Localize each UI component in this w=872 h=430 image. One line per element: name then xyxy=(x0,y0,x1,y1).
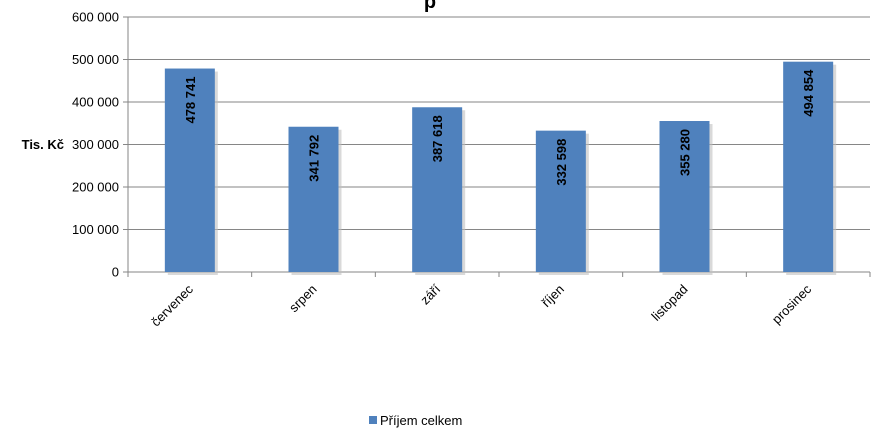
bar-value-label: 387 618 xyxy=(430,115,445,162)
bar xyxy=(164,68,215,273)
y-tick-label: 200 000 xyxy=(72,180,119,195)
bar xyxy=(288,126,339,272)
axes xyxy=(127,17,871,277)
gridlines xyxy=(123,16,870,273)
legend: Příjem celkem xyxy=(369,413,462,428)
y-tick-label: 300 000 xyxy=(72,137,119,152)
x-tick-label: říjen xyxy=(538,282,566,310)
x-tick-label: září xyxy=(417,281,443,307)
y-axis-label: Tis. Kč xyxy=(22,137,64,152)
bar xyxy=(535,130,586,272)
bar xyxy=(783,61,834,273)
y-tick-label: 100 000 xyxy=(72,222,119,237)
y-tick-label: 500 000 xyxy=(72,52,119,67)
bar-value-label: 355 280 xyxy=(678,129,693,176)
y-tick-label: 400 000 xyxy=(72,95,119,110)
y-tick-labels: 0 100 000 200 000 300 000 400 000 500 000 600 … xyxy=(72,10,119,280)
x-tick-label: listopad xyxy=(648,282,690,324)
x-tick-label: prosinec xyxy=(769,281,815,327)
legend-label: Příjem celkem xyxy=(380,413,462,428)
y-tick-label: 0 xyxy=(112,265,119,280)
chart-title: p xyxy=(424,0,436,13)
x-tick-labels: červenec srpen září říjen listopad prosinec xyxy=(148,281,815,329)
bar-value-labels: 478 741 341 792 387 618 332 598 355 280 494 8… xyxy=(183,69,816,186)
bar-value-label: 494 854 xyxy=(801,69,816,117)
y-tick-label: 600 000 xyxy=(72,10,119,25)
x-tick-label: červenec xyxy=(148,281,196,329)
bar-value-label: 478 741 xyxy=(183,77,198,124)
x-tick-label: srpen xyxy=(286,282,320,316)
bar-value-label: 332 598 xyxy=(554,139,569,186)
bar xyxy=(412,107,463,272)
bar xyxy=(659,121,710,272)
bar-value-label: 341 792 xyxy=(307,135,322,182)
legend-swatch xyxy=(369,416,377,424)
bars xyxy=(164,61,837,276)
